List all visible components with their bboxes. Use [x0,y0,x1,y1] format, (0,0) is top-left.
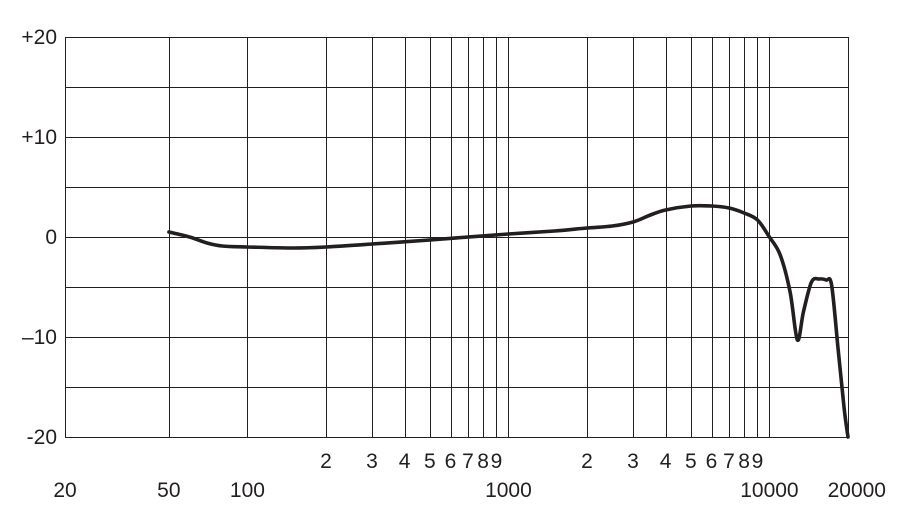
series-line [167,203,850,439]
x-minor-tick-label: 7 [723,450,735,473]
x-minor-tick-label: 5 [685,450,697,473]
x-minor-tick-label: 9 [491,450,503,473]
x-major-tick-label: 20 [53,479,76,502]
x-minor-tick-label: 7 [462,450,474,473]
x-minor-tick-label: 2 [581,450,593,473]
y-axis-labels: +20 +10 0 –10 -20 [21,26,57,449]
x-minor-tick-label: 6 [445,450,457,473]
y-tick-label: –10 [22,326,57,349]
x-minor-tick-label: 3 [627,450,639,473]
y-tick-label: +20 [21,26,57,49]
x-minor-tick-label: 9 [752,450,764,473]
x-axis-labels: 2 3 4 5 6 7 8 9 2 3 4 5 6 7 8 920 50 100 1000 10000 20000 [53,450,886,502]
y-tick-label: 0 [45,226,57,249]
x-minor-tick-label: 2 [320,450,332,473]
x-major-tick-label: 10000 [740,479,798,502]
x-minor-tick-label: 4 [660,450,672,473]
x-minor-tick-label: 5 [424,450,436,473]
x-major-tick-label: 20000 [828,479,886,502]
x-major-tick-label: 50 [157,479,180,502]
y-tick-label: +10 [21,126,57,149]
x-minor-tick-label: 6 [706,450,718,473]
x-major-tick-label: 100 [230,479,265,502]
y-tick-label: -20 [27,426,57,449]
x-minor-tick-label: 8 [738,450,750,473]
x-minor-tick-label: 4 [399,450,411,473]
x-minor-tick-label: 3 [366,450,378,473]
x-minor-tick-label: 8 [477,450,489,473]
x-major-tick-label: 1000 [485,479,532,502]
